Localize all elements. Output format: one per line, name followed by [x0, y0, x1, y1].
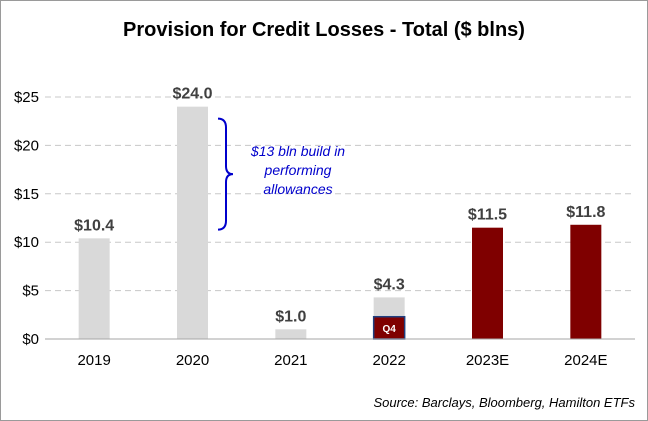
y-tick-label: $0: [22, 331, 39, 348]
x-tick-label: 2023E: [466, 352, 509, 369]
value-label: $11.5: [468, 207, 507, 224]
curly-brace: [217, 117, 234, 231]
x-tick-label: 2019: [77, 352, 110, 369]
y-tick-label: $15: [14, 186, 39, 203]
annotation-line: allowances: [263, 181, 332, 197]
bars: [78, 106, 602, 340]
x-axis: 2019 2020 2021 2022 2023E 2024E: [45, 338, 635, 369]
bar-2021: [275, 329, 307, 339]
x-tick-label: 2022: [372, 352, 405, 369]
y-tick-label: $25: [14, 89, 39, 106]
value-label: $1.0: [275, 308, 306, 325]
bar-2024e: [570, 224, 602, 339]
bar-2020: [177, 106, 208, 340]
annotation-line: $13 bln build in: [250, 143, 345, 159]
bar-2023e: [472, 227, 503, 339]
bar-2019: [78, 238, 110, 339]
x-tick-label: 2024E: [564, 352, 607, 369]
value-label: $24.0: [172, 86, 212, 103]
q4-label: Q4: [382, 324, 396, 335]
value-labels: $10.4 $24.0 $1.0 $4.3 $11.5 $11.8 Q4: [74, 86, 605, 335]
source-note: Source: Barclays, Bloomberg, Hamilton ET…: [373, 395, 635, 410]
value-label: $10.4: [74, 217, 114, 234]
value-label: $4.3: [374, 276, 405, 293]
x-tick-label: 2020: [176, 352, 209, 369]
y-tick-label: $10: [14, 234, 39, 251]
y-tick-label: $20: [14, 137, 39, 154]
chart-title: Provision for Credit Losses - Total ($ b…: [123, 19, 525, 41]
y-tick-label: $5: [22, 283, 39, 300]
x-tick-label: 2021: [274, 352, 307, 369]
annotation-line: performing: [264, 162, 332, 178]
y-axis: $0 $5 $10 $15 $20 $25: [14, 89, 39, 348]
value-label: $11.8: [566, 204, 605, 221]
annotation: $13 bln build in performing allowances: [217, 117, 345, 231]
gridlines: [45, 96, 635, 292]
